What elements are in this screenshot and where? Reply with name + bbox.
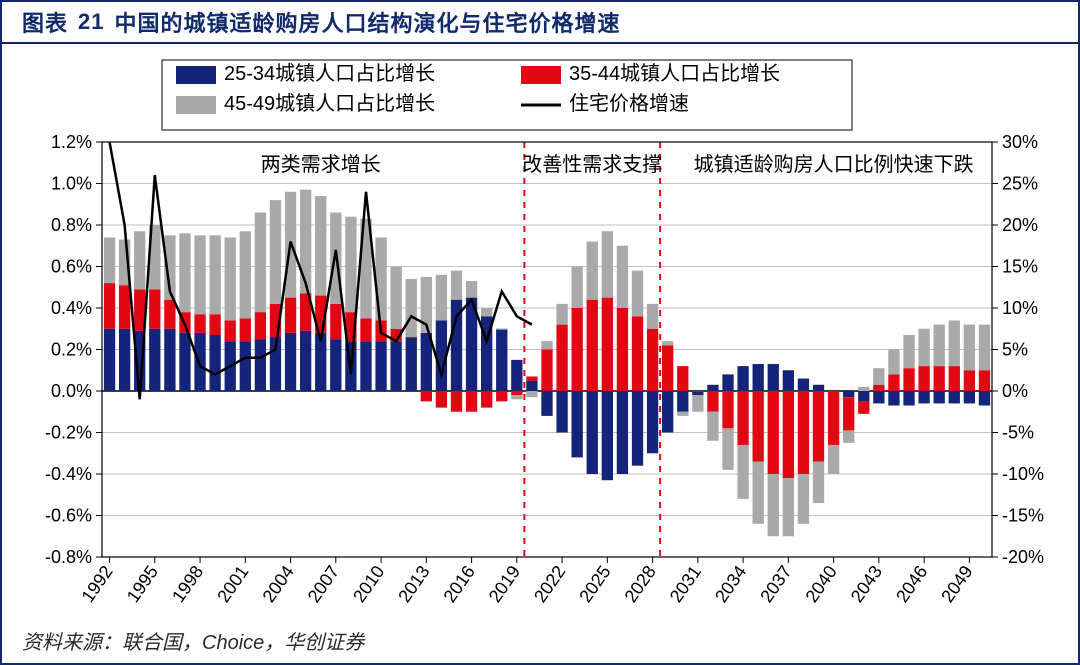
svg-text:2043: 2043 xyxy=(847,562,886,606)
svg-text:-15%: -15% xyxy=(1002,506,1044,526)
svg-text:2016: 2016 xyxy=(439,562,478,606)
chart-area: -0.8% -0.6% -0.4% -0.2% 0.0% 0.2% 0.4% 0.6% 0.8%… xyxy=(12,52,1068,623)
svg-text:2019: 2019 xyxy=(485,562,524,606)
figure-title-bar: 图表 21 中国的城镇适龄购房人口结构演化与住宅价格增速 xyxy=(2,2,1078,44)
svg-text:-10%: -10% xyxy=(1002,464,1044,484)
svg-text:2046: 2046 xyxy=(892,562,931,606)
svg-text:-5%: -5% xyxy=(1002,423,1034,443)
svg-text:两类需求增长: 两类需求增长 xyxy=(261,153,381,176)
svg-text:-20%: -20% xyxy=(1002,547,1044,567)
svg-text:2013: 2013 xyxy=(394,562,433,606)
svg-text:45-49城镇人口占比增长: 45-49城镇人口占比增长 xyxy=(224,92,435,115)
svg-text:1998: 1998 xyxy=(168,562,207,606)
svg-text:15%: 15% xyxy=(1002,257,1038,277)
title-prefix: 图表 xyxy=(22,6,68,38)
svg-text:0.2%: 0.2% xyxy=(51,340,92,360)
title-text: 中国的城镇适龄购房人口结构演化与住宅价格增速 xyxy=(115,6,621,38)
svg-text:住宅价格增速: 住宅价格增速 xyxy=(569,92,689,115)
svg-text:2010: 2010 xyxy=(349,562,388,606)
svg-text:20%: 20% xyxy=(1002,215,1038,235)
svg-text:城镇适龄购房人口比例快速下跌: 城镇适龄购房人口比例快速下跌 xyxy=(694,153,974,176)
svg-text:改善性需求支撑: 改善性需求支撑 xyxy=(522,153,662,176)
svg-text:-0.8%: -0.8% xyxy=(45,547,92,567)
svg-text:0%: 0% xyxy=(1002,381,1028,401)
svg-text:25%: 25% xyxy=(1002,174,1038,194)
title-number: 21 xyxy=(78,9,104,35)
svg-text:0.6%: 0.6% xyxy=(51,257,92,277)
svg-text:1992: 1992 xyxy=(77,562,116,606)
svg-text:2007: 2007 xyxy=(304,562,343,606)
svg-text:1.0%: 1.0% xyxy=(51,174,92,194)
source-text: 资料来源：联合国，Choice，华创证券 xyxy=(22,626,364,655)
svg-text:2037: 2037 xyxy=(756,562,795,606)
svg-text:35-44城镇人口占比增长: 35-44城镇人口占比增长 xyxy=(569,62,780,85)
svg-text:5%: 5% xyxy=(1002,340,1028,360)
svg-text:1995: 1995 xyxy=(123,562,162,606)
figure-frame: 图表 21 中国的城镇适龄购房人口结构演化与住宅价格增速 -0.8%-0.6%-… xyxy=(0,0,1080,665)
svg-text:0.4%: 0.4% xyxy=(51,298,92,318)
svg-text:25-34城镇人口占比增长: 25-34城镇人口占比增长 xyxy=(224,62,435,85)
svg-text:2040: 2040 xyxy=(802,562,841,606)
svg-text:2004: 2004 xyxy=(258,562,297,606)
svg-text:10%: 10% xyxy=(1002,298,1038,318)
svg-text:2034: 2034 xyxy=(711,562,750,606)
svg-text:-0.4%: -0.4% xyxy=(45,464,92,484)
svg-text:1.2%: 1.2% xyxy=(51,132,92,152)
svg-text:0.0%: 0.0% xyxy=(51,381,92,401)
svg-text:2028: 2028 xyxy=(621,562,660,606)
svg-text:2022: 2022 xyxy=(530,562,569,606)
svg-text:2001: 2001 xyxy=(213,562,252,606)
svg-text:2025: 2025 xyxy=(575,562,614,606)
svg-text:-0.6%: -0.6% xyxy=(45,506,92,526)
chart-svg: -0.8% -0.6% -0.4% -0.2% 0.0% 0.2% 0.4% 0.6% 0.8%… xyxy=(12,52,1072,627)
svg-text:2031: 2031 xyxy=(666,562,705,606)
svg-text:-0.2%: -0.2% xyxy=(45,423,92,443)
svg-text:30%: 30% xyxy=(1002,132,1038,152)
svg-text:2049: 2049 xyxy=(937,562,976,606)
svg-text:0.8%: 0.8% xyxy=(51,215,92,235)
